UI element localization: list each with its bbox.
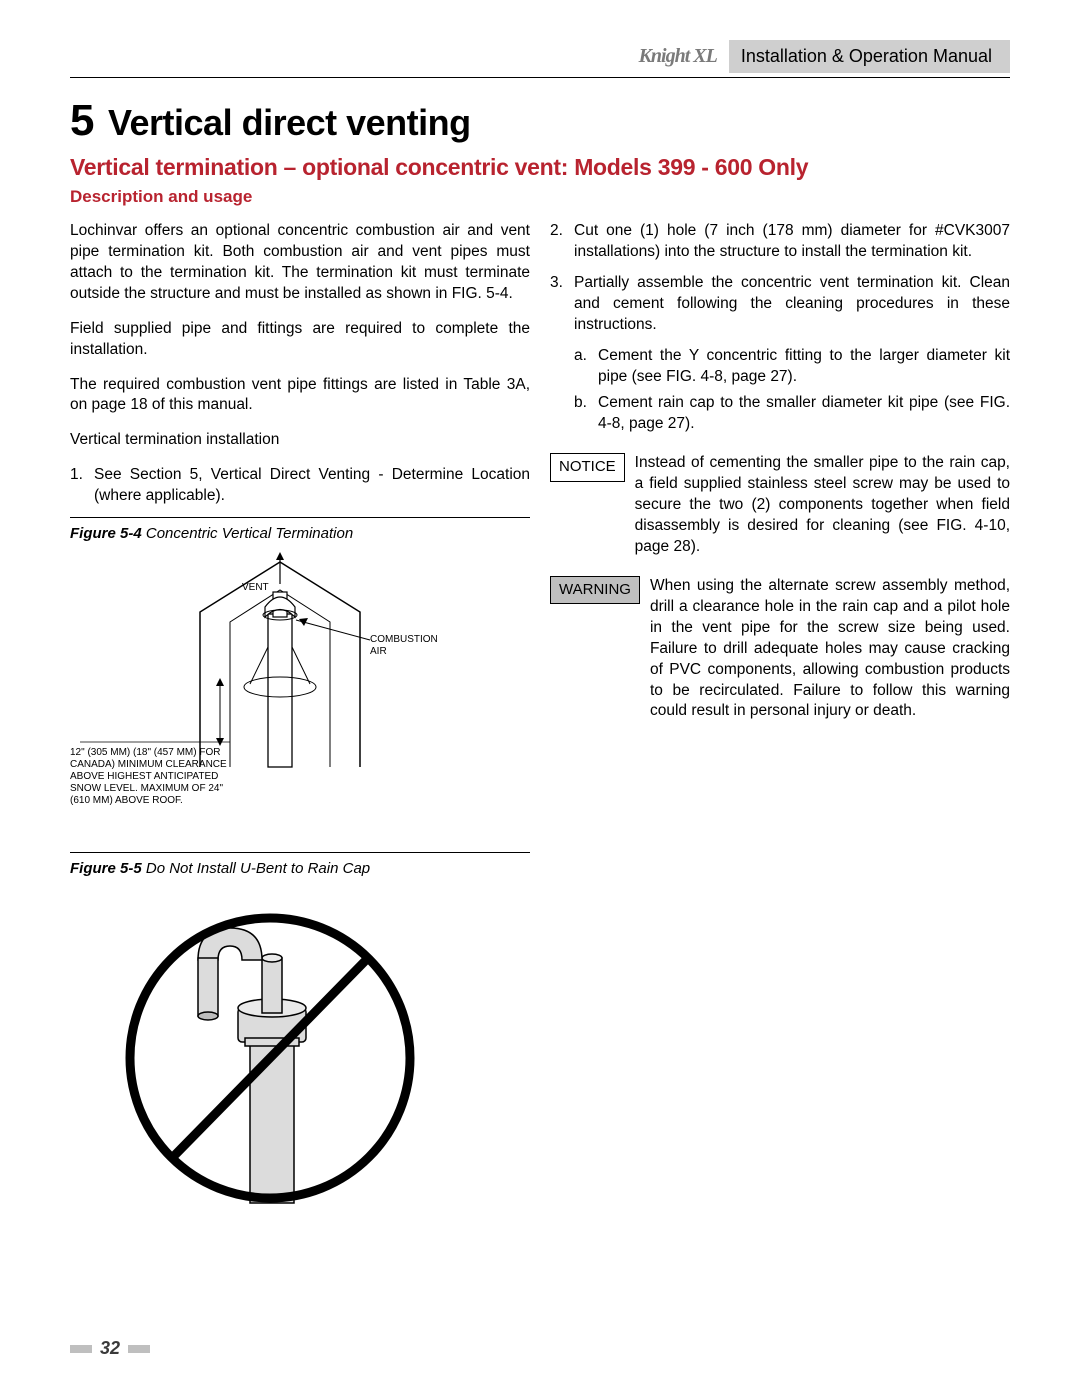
figure-54-diagram: VENT COMBUSTION AIR 12" (305 MM) (18" (4… — [70, 552, 450, 842]
notice-label: NOTICE — [550, 453, 625, 481]
chapter-number: 5 — [70, 96, 94, 145]
figure-55-label: Figure 5-5 — [70, 860, 142, 877]
figure-55-caption-text: Do Not Install U-Bent to Rain Cap — [142, 860, 370, 877]
figure-rule-54 — [70, 517, 530, 518]
diag54-vent-label: VENT — [242, 582, 269, 594]
footer-bar-right — [128, 1345, 150, 1353]
warning-label: WARNING — [550, 576, 640, 604]
manual-title: Installation & Operation Manual — [729, 40, 1010, 73]
step-2-text: Cut one (1) hole (7 inch (178 mm) diamet… — [574, 221, 1010, 263]
warning-text: When using the alternate screw assembly … — [650, 576, 1010, 722]
footer-bar-left — [70, 1345, 92, 1353]
prohibition-svg — [110, 888, 430, 1208]
left-column: Lochinvar offers an optional concentric … — [70, 221, 530, 1208]
step-3-text: Partially assemble the concentric vent t… — [574, 273, 1010, 336]
brand-logo: Knight XL — [639, 45, 717, 68]
step-1: 1. See Section 5, Vertical Direct Ventin… — [70, 465, 530, 507]
step-3b-text: Cement rain cap to the smaller diameter … — [598, 393, 1010, 435]
chapter-title: Vertical direct venting — [108, 102, 471, 143]
chapter-heading: 5 Vertical direct venting — [70, 96, 1010, 146]
step-2-number: 2. — [550, 221, 574, 263]
figure-rule-55 — [70, 852, 530, 853]
figure-55-diagram — [110, 888, 430, 1208]
figure-54-label: Figure 5-4 — [70, 525, 142, 542]
figure-55-caption: Figure 5-5 Do Not Install U-Bent to Rain… — [70, 859, 530, 879]
diag54-combustion-label: COMBUSTION AIR — [370, 634, 450, 658]
subsection-title: Description and usage — [70, 187, 1010, 207]
notice-text: Instead of cementing the smaller pipe to… — [635, 453, 1010, 558]
step-3a: a. Cement the Y concentric fitting to th… — [574, 346, 1010, 388]
step-1-number: 1. — [70, 465, 94, 507]
right-column: 2. Cut one (1) hole (7 inch (178 mm) dia… — [550, 221, 1010, 1208]
step-3b-number: b. — [574, 393, 598, 435]
intro-para-1: Lochinvar offers an optional concentric … — [70, 221, 530, 305]
page-footer: 32 — [70, 1338, 150, 1359]
step-3a-text: Cement the Y concentric fitting to the l… — [598, 346, 1010, 388]
diag54-clearance-label: 12" (305 MM) (18" (457 MM) FOR CANADA) M… — [70, 747, 235, 807]
step-3: 3. Partially assemble the concentric ven… — [550, 273, 1010, 336]
header-rule — [70, 77, 1010, 78]
section-title: Vertical termination – optional concentr… — [70, 154, 1010, 181]
page-number: 32 — [100, 1338, 120, 1359]
step-3b: b. Cement rain cap to the smaller diamet… — [574, 393, 1010, 435]
step-3a-number: a. — [574, 346, 598, 388]
figure-54-caption: Figure 5-4 Concentric Vertical Terminati… — [70, 524, 530, 544]
intro-para-2: Field supplied pipe and fittings are req… — [70, 319, 530, 361]
warning-callout: WARNING When using the alternate screw a… — [550, 576, 1010, 722]
figure-54-caption-text: Concentric Vertical Termination — [142, 525, 353, 542]
intro-para-4: Vertical termination installation — [70, 430, 530, 451]
step-1-text: See Section 5, Vertical Direct Venting -… — [94, 465, 530, 507]
step-2: 2. Cut one (1) hole (7 inch (178 mm) dia… — [550, 221, 1010, 263]
notice-callout: NOTICE Instead of cementing the smaller … — [550, 453, 1010, 558]
step-3-number: 3. — [550, 273, 574, 336]
intro-para-3: The required combustion vent pipe fittin… — [70, 375, 530, 417]
